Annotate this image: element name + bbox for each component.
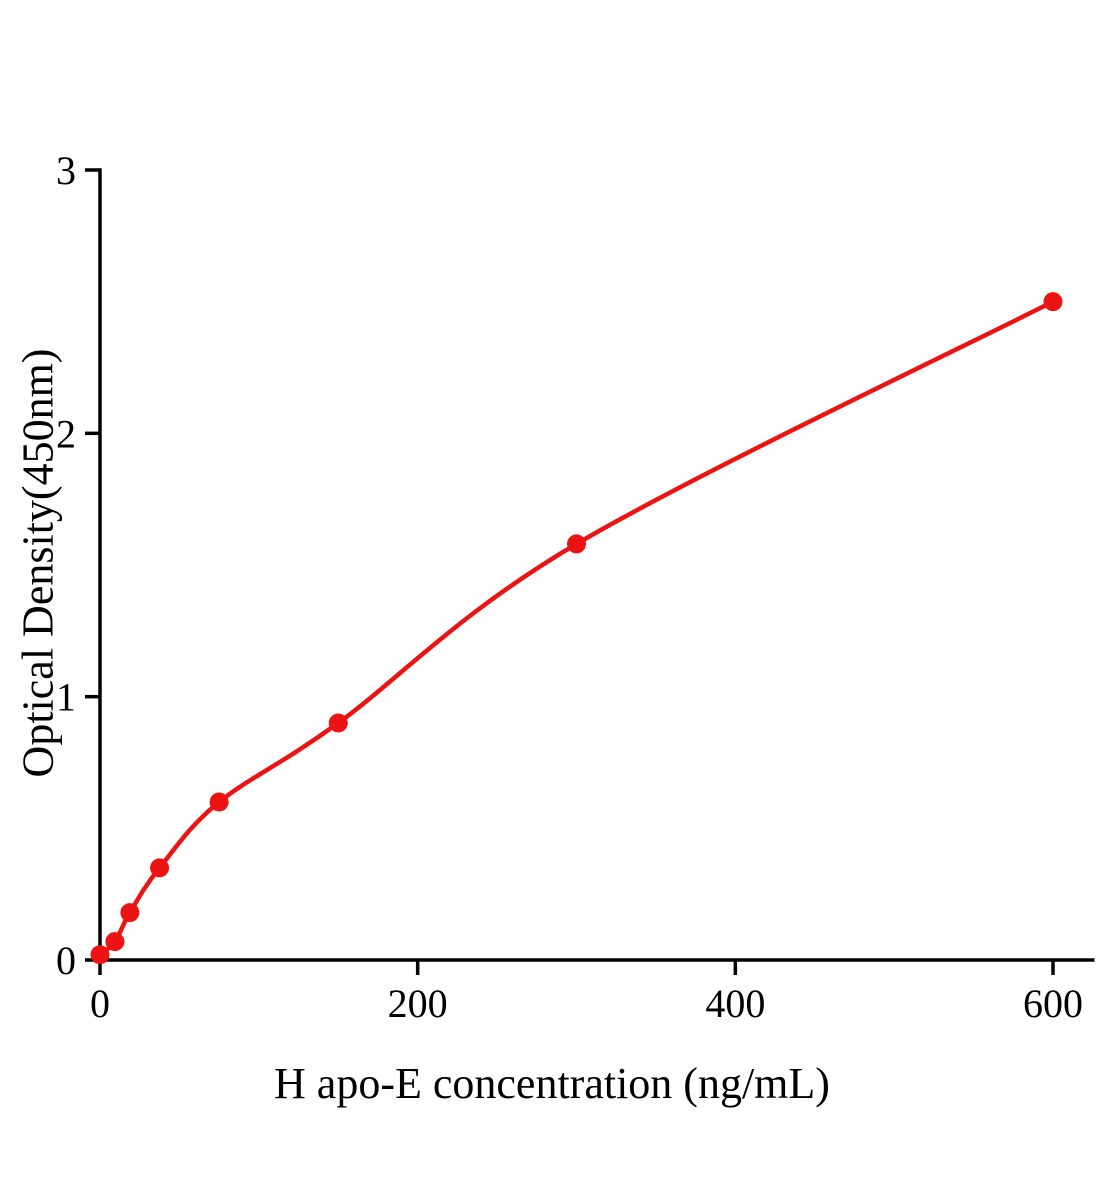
x-tick-label: 400: [705, 981, 765, 1026]
data-point: [90, 945, 110, 965]
data-point: [328, 713, 348, 733]
data-point: [150, 858, 170, 878]
standard-curve-line: [97, 299, 1056, 957]
data-point: [1043, 292, 1063, 312]
x-tick-label: 0: [90, 981, 110, 1026]
data-point: [209, 792, 229, 812]
data-point: [567, 534, 586, 554]
data-point: [120, 903, 140, 923]
x-tick-label: 600: [1023, 981, 1083, 1026]
y-axis-label: Optical Density(450nm): [13, 348, 63, 778]
y-tick-label: 2: [56, 411, 76, 456]
x-tick-label: 200: [388, 981, 448, 1026]
x-axis-label: H apo-E concentration (ng/mL): [274, 1059, 830, 1108]
y-tick-label: 1: [56, 675, 76, 720]
y-tick-label: 3: [56, 148, 76, 193]
data-point: [105, 932, 125, 952]
y-tick-label: 0: [56, 938, 76, 983]
